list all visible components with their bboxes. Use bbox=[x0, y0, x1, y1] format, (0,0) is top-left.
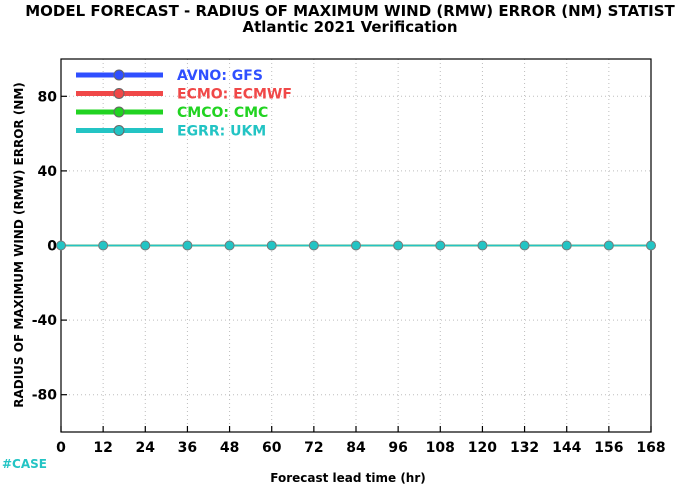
x-tick-label: 156 bbox=[594, 440, 623, 456]
y-axis-ticks: -80 -40 0 40 80 bbox=[32, 89, 67, 404]
data-point bbox=[561, 240, 572, 251]
data-point bbox=[224, 240, 235, 251]
data-point bbox=[477, 240, 488, 251]
y-tick-label: 40 bbox=[38, 164, 58, 180]
x-tick-label: 48 bbox=[220, 440, 239, 456]
data-point bbox=[98, 240, 109, 251]
data-point bbox=[646, 240, 656, 251]
x-tick-label: 108 bbox=[426, 440, 455, 456]
data-point bbox=[351, 240, 361, 251]
legend-label: AVNO: GFS bbox=[177, 68, 263, 84]
x-tick-label: 144 bbox=[552, 440, 581, 456]
legend-label: EGRR: UKM bbox=[177, 124, 266, 140]
legend: AVNO: GFS ECMO: ECMWF CMCO: CMC EGRR: UKM bbox=[76, 68, 292, 140]
legend-label: CMCO: CMC bbox=[177, 105, 268, 121]
data-point bbox=[308, 240, 319, 251]
x-tick-label: 36 bbox=[178, 440, 197, 456]
series-lines bbox=[56, 240, 656, 251]
y-tick-label: -40 bbox=[32, 313, 58, 329]
legend-marker bbox=[113, 88, 125, 99]
chart-title: MODEL FORECAST - RADIUS OF MAXIMUM WIND … bbox=[25, 2, 675, 20]
x-tick-label: 12 bbox=[93, 440, 112, 456]
x-tick-label: 24 bbox=[136, 440, 156, 456]
x-axis-label: Forecast lead time (hr) bbox=[270, 471, 426, 485]
data-point bbox=[435, 240, 446, 251]
x-tick-label: 60 bbox=[262, 440, 282, 456]
case-label: #CASE bbox=[2, 457, 47, 471]
x-axis-ticks: 0 12 24 36 48 60 72 84 96 108 120 132 144 156 168 bbox=[56, 426, 666, 456]
legend-marker bbox=[113, 69, 125, 81]
x-tick-label: 168 bbox=[636, 440, 665, 456]
y-axis-label: RADIUS OF MAXIMUM WIND (RMW) ERROR (NM) bbox=[12, 82, 26, 408]
x-tick-label: 96 bbox=[388, 440, 407, 456]
y-tick-label: 80 bbox=[38, 89, 58, 105]
data-point bbox=[603, 240, 614, 251]
legend-marker bbox=[113, 125, 125, 136]
x-tick-label: 0 bbox=[56, 440, 66, 456]
legend-label: ECMO: ECMWF bbox=[177, 87, 292, 103]
data-point bbox=[182, 240, 193, 251]
data-point bbox=[266, 240, 277, 251]
chart-subtitle: Atlantic 2021 Verification bbox=[242, 18, 457, 36]
data-point bbox=[140, 240, 151, 251]
y-tick-label: -80 bbox=[32, 388, 58, 404]
y-tick-label: 0 bbox=[47, 239, 57, 255]
legend-marker bbox=[113, 106, 125, 118]
x-tick-label: 120 bbox=[468, 440, 497, 456]
data-point bbox=[393, 240, 404, 251]
x-tick-label: 132 bbox=[510, 440, 539, 456]
data-point bbox=[519, 240, 530, 251]
x-tick-label: 72 bbox=[304, 440, 323, 456]
x-tick-label: 84 bbox=[346, 440, 366, 456]
data-point bbox=[56, 240, 66, 251]
